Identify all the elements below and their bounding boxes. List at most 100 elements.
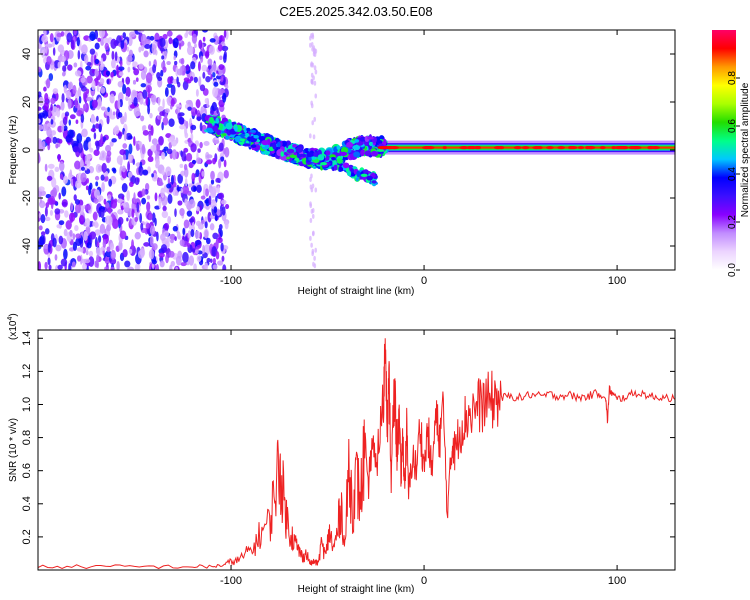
spectrogram-x-label: Height of straight line (km) [298, 286, 415, 297]
snr-series-line [38, 338, 675, 570]
spectrogram-noise-blob [194, 230, 201, 239]
spectrogram-noise-blob [147, 166, 151, 174]
spectrogram-noise-blob [191, 159, 197, 165]
spectrogram-noise-blob [199, 205, 203, 212]
spectrogram-noise-blob [185, 64, 190, 72]
spectrogram-ticks: -100 0 100 -40 -20 0 20 40 [21, 30, 675, 287]
spectrogram-noise-blob [185, 99, 193, 105]
spectrogram-noise-blob [220, 156, 225, 162]
spectrogram-ridge-blob [366, 175, 373, 181]
spectrogram-ridge-blob [578, 146, 585, 150]
spectrogram-noise-blob [40, 214, 46, 224]
spectrogram-noise-blob [221, 206, 226, 216]
spectrogram-ridge-blob [521, 146, 530, 150]
spectrogram-ridge-blob [215, 117, 219, 124]
spectrogram-noise-blob [69, 169, 73, 178]
spectrogram-noise-blob [193, 76, 198, 83]
spectrogram-noise-blob [205, 159, 213, 165]
spectrogram-noise-blob [124, 111, 127, 123]
spectrogram-noise-blob [45, 136, 52, 144]
spectrogram-noise-blob [144, 43, 151, 50]
spectrogram-noise-blob [188, 255, 195, 266]
spectrogram-noise-blob [117, 209, 122, 215]
spectrogram-noise-blob [190, 61, 196, 70]
spectrogram-noise-blob [44, 206, 48, 217]
spectrogram-noise-blob [85, 65, 92, 71]
spectrogram-noise-blob [48, 196, 56, 205]
spectrogram-noise-blob [38, 186, 45, 192]
spectrogram-noise-blob [128, 49, 134, 57]
spectrogram-noise-blob [43, 244, 50, 249]
spectrogram-noise-blob [309, 235, 312, 241]
spectrogram-ridge-blob [631, 146, 638, 150]
spectrogram-noise-blob [151, 138, 158, 145]
spectrogram-ridge-blob [336, 158, 343, 164]
spectrogram-noise-blob [131, 208, 135, 218]
spectrogram-ridge-blob [242, 143, 251, 147]
spectrogram-noise-blob [132, 158, 136, 165]
spectrogram-noise-blob [106, 150, 112, 157]
spectrogram-noise-blob [133, 192, 136, 204]
spectrogram-noise-blob [212, 71, 216, 78]
spectrogram-noise-blob [52, 237, 57, 248]
spectrogram-noise-blob [177, 173, 183, 184]
spectrogram-noise-blob [93, 149, 100, 156]
spectrogram-noise-blob [204, 229, 209, 239]
spectrogram-ridge-blob [234, 135, 242, 143]
spectrogram-noise-blob [223, 30, 227, 38]
spectrogram-noise-blob [94, 68, 99, 77]
spectrogram-noise-blob [75, 233, 82, 239]
spectrogram-noise-blob [218, 192, 225, 200]
spectrogram-noise-blob [158, 115, 162, 120]
spectrogram-ridge-blob [218, 123, 223, 131]
spectrogram-noise-blob [310, 79, 314, 85]
snr-panel: -100 0 100 0.2 0.4 0.6 0.8 1.0 1.2 1.4 Height of … [7, 313, 676, 595]
spectrogram-noise-blob [98, 235, 102, 243]
spectrogram-noise-blob [67, 98, 72, 110]
spectrogram-noise-blob [170, 139, 178, 147]
spectrogram-noise-blob [170, 238, 174, 244]
colorbar: 0.0 0.2 0.4 0.6 0.8 Normalized spectral ampl… [712, 30, 750, 277]
spectrogram-noise-blob [70, 138, 74, 146]
spectrogram-noise-blob [190, 229, 195, 238]
spectrogram-noise-blob [162, 205, 167, 212]
spectrogram-noise-blob [168, 118, 175, 127]
spectrogram-noise-blob [201, 64, 208, 72]
spectrogram-noise-blob [140, 83, 147, 88]
spectrogram-noise-blob [197, 148, 201, 153]
spectrogram-noise-blob [101, 182, 105, 193]
spectrogram-noise-blob [43, 102, 49, 111]
spectrogram-noise-blob [96, 84, 100, 92]
spectrogram-noise-blob [190, 133, 194, 141]
spectrogram-noise-blob [83, 154, 91, 165]
spectrogram-noise-blob [114, 51, 118, 62]
spectrogram-noise-blob [210, 74, 213, 80]
spectrogram-noise-blob [159, 37, 166, 48]
spectrogram-noise-blob [179, 239, 185, 247]
spectrogram-noise-blob [187, 106, 192, 111]
spectrogram-noise-blob [309, 217, 313, 223]
spectrogram-noise-blob [128, 248, 133, 255]
spectrogram-ridge-blob [513, 146, 522, 150]
spectrogram-noise-blob [112, 111, 116, 116]
spectrogram-noise-blob [46, 55, 52, 65]
spectrogram-noise-blob [196, 157, 202, 165]
spectrogram-noise-blob [193, 263, 197, 270]
spectrogram-noise-blob [59, 173, 64, 180]
spectrogram-noise-blob [61, 199, 68, 208]
spectrogram-noise-blob [80, 86, 87, 92]
spectrogram-noise-blob [63, 84, 67, 94]
spectrogram-ridge-blob [280, 151, 284, 157]
spectrogram-ridge-blob [356, 170, 361, 178]
spectrogram-ridge-blob [225, 135, 230, 140]
spectrogram-noise-blob [96, 115, 99, 122]
spectrogram-ridge-blob [246, 127, 251, 132]
spectrogram-noise-blob [94, 175, 100, 181]
spectrogram-noise-blob [38, 225, 43, 231]
spectrogram-noise-blob [108, 215, 113, 226]
spectrogram-noise-blob [110, 249, 116, 260]
spectrogram-noise-blob [190, 143, 197, 153]
spectrogram-noise-blob [210, 170, 215, 181]
spectrogram-noise-blob [164, 87, 169, 97]
spectrogram-noise-blob [116, 64, 119, 76]
